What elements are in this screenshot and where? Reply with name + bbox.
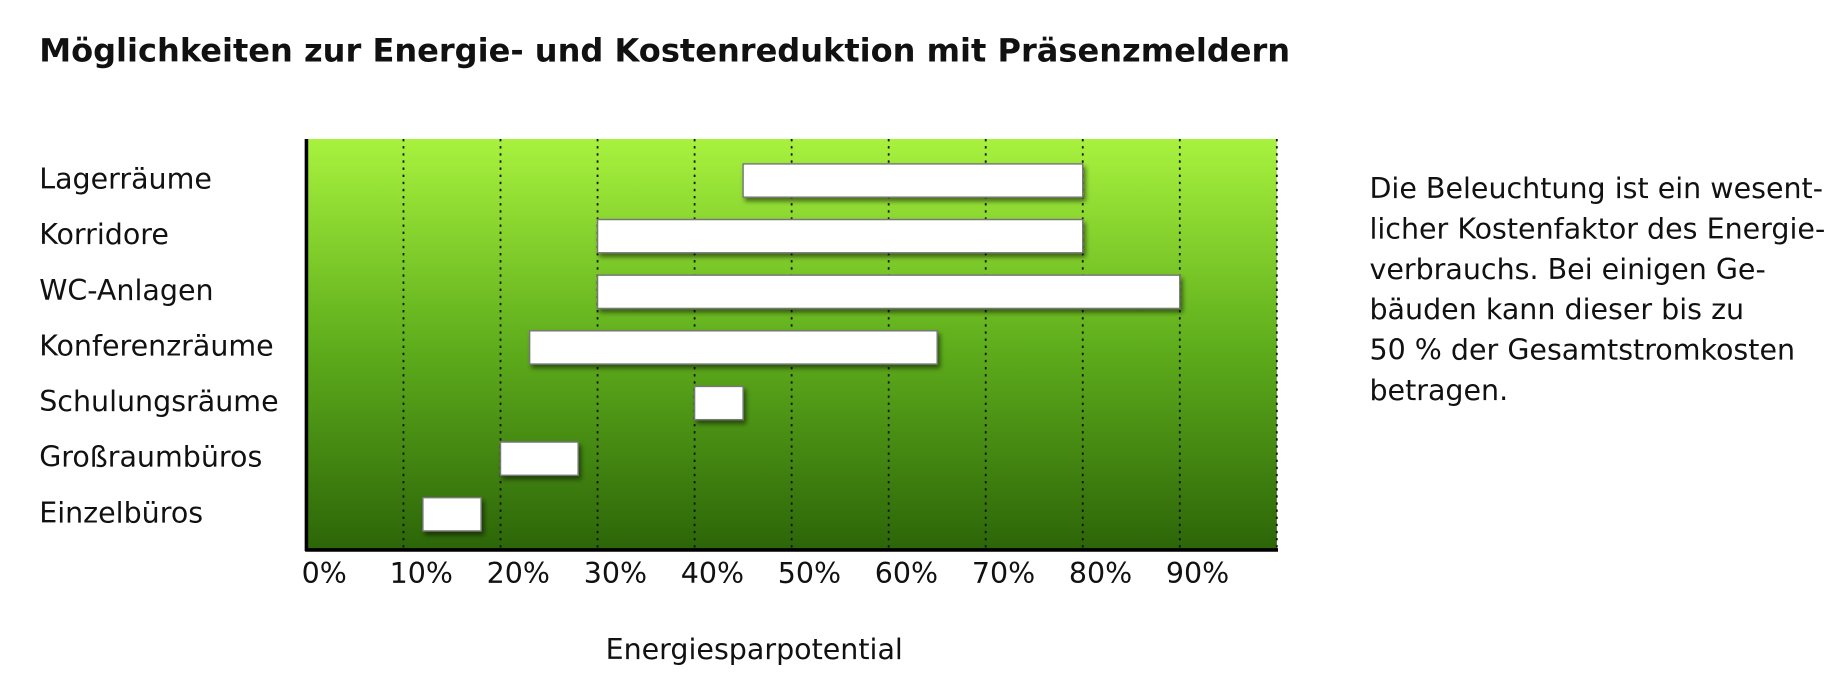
note-line: betragen. xyxy=(1369,374,1508,407)
y-tick-label: Lagerräume xyxy=(39,163,212,196)
bar xyxy=(528,330,938,365)
x-tick-label: 20% xyxy=(487,557,550,590)
x-tick-label: 90% xyxy=(1166,557,1229,590)
x-tick-label: 40% xyxy=(681,557,744,590)
note-line: verbrauchs. Bei einigen Ge- xyxy=(1369,253,1765,286)
y-tick-label: Konferenzräume xyxy=(39,329,274,362)
bar xyxy=(693,385,744,421)
y-tick-label: Großraumbüros xyxy=(39,441,262,474)
note-line: Die Beleuchtung ist ein wesent- xyxy=(1369,172,1823,205)
y-tick-label: Korridore xyxy=(39,218,169,251)
y-tick-label: Schulungsräume xyxy=(39,385,278,418)
note-line: 50 % der Gesamtstromkosten xyxy=(1369,334,1795,367)
y-tick-label: WC-Anlagen xyxy=(39,274,213,307)
y-tick-label: Einzelbüros xyxy=(39,496,203,529)
x-tick-label: 60% xyxy=(875,557,938,590)
bar xyxy=(596,218,1084,254)
bar xyxy=(596,274,1181,310)
chart-title: Möglichkeiten zur Energie- und Kostenred… xyxy=(39,31,1290,69)
x-tick-label: 70% xyxy=(972,557,1035,590)
bar xyxy=(422,496,482,532)
note-line: licher Kostenfaktor des Energie- xyxy=(1369,212,1825,245)
x-tick-label: 50% xyxy=(778,557,841,590)
bar xyxy=(499,441,579,477)
x-tick-label: 0% xyxy=(302,557,347,590)
x-tick-label: 80% xyxy=(1069,557,1132,590)
x-axis-label: Energiesparpotential xyxy=(606,633,903,666)
note-line: bäuden kann dieser bis zu xyxy=(1369,293,1744,326)
x-tick-label: 10% xyxy=(390,557,453,590)
x-tick-label: 30% xyxy=(584,557,647,590)
bar xyxy=(742,163,1084,198)
